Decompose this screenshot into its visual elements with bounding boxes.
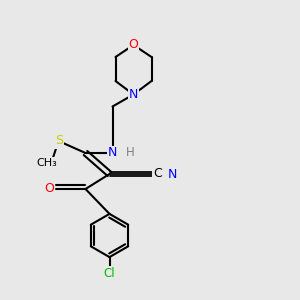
Text: O: O (129, 38, 138, 51)
Text: CH₃: CH₃ (36, 158, 57, 168)
Text: Cl: Cl (104, 267, 115, 280)
Text: N: N (168, 167, 177, 181)
Text: H: H (126, 146, 135, 160)
Text: N: N (108, 146, 117, 160)
Text: O: O (44, 182, 54, 196)
Text: S: S (55, 134, 63, 148)
Text: N: N (129, 88, 138, 101)
Text: C: C (153, 167, 162, 180)
